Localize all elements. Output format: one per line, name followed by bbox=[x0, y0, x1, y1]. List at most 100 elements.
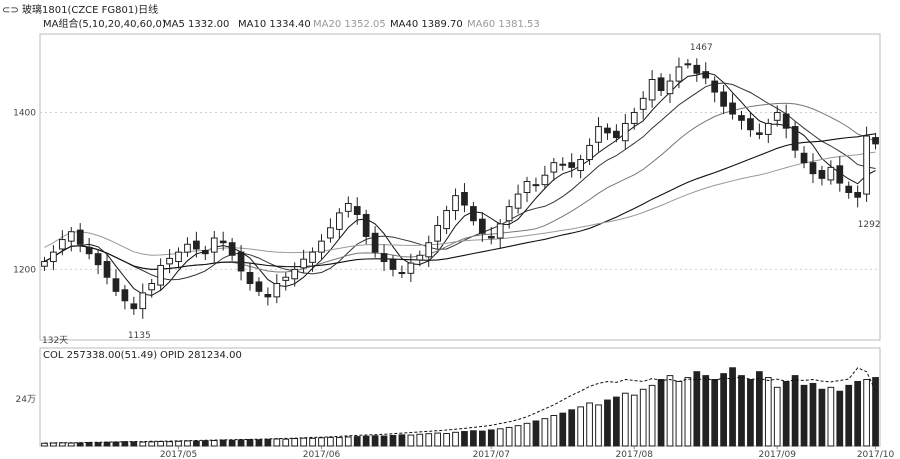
candle-body bbox=[648, 79, 656, 101]
recent-low-annotation: 1292 bbox=[858, 220, 881, 230]
volume-bar bbox=[559, 412, 567, 447]
volume-bar bbox=[50, 442, 57, 447]
volume-y-tick-label: 24万 bbox=[16, 395, 36, 405]
price-panel-frame bbox=[39, 33, 881, 341]
collapse-arrows-icon[interactable]: ⊂⊃ bbox=[2, 5, 19, 16]
volume-bar bbox=[756, 371, 763, 447]
volume-bar bbox=[264, 438, 272, 447]
volume-bar bbox=[344, 436, 352, 447]
volume-bar bbox=[586, 402, 593, 447]
volume-bar bbox=[550, 414, 558, 447]
candle-body bbox=[478, 218, 486, 234]
volume-bar bbox=[577, 406, 584, 447]
candle-body bbox=[443, 210, 450, 230]
ma-params-label: MA组合(5,10,20,40,60,0) bbox=[43, 17, 166, 30]
candle-body bbox=[103, 261, 111, 278]
candle-body bbox=[157, 264, 164, 286]
candle-body bbox=[94, 253, 102, 266]
candle-body bbox=[130, 303, 138, 310]
candle-body bbox=[532, 184, 540, 187]
high-price-annotation: 1467 bbox=[690, 43, 713, 53]
candle-body bbox=[487, 235, 495, 239]
candle-body bbox=[389, 259, 397, 270]
volume-bar bbox=[434, 432, 442, 447]
y-axis: 1200 1400 24万 bbox=[13, 108, 36, 405]
candle-body bbox=[505, 206, 513, 222]
candle-body bbox=[344, 202, 352, 212]
candle-body bbox=[112, 278, 120, 292]
volume-bar bbox=[648, 384, 656, 447]
candle-body bbox=[255, 281, 263, 292]
volume-bar bbox=[210, 440, 218, 447]
volume-bar bbox=[818, 388, 826, 447]
candle-body bbox=[184, 243, 191, 253]
candle-body bbox=[318, 240, 325, 253]
candle-body bbox=[336, 212, 343, 230]
opid-polyline bbox=[44, 367, 876, 444]
candle-body bbox=[41, 261, 48, 267]
volume-bar bbox=[604, 399, 611, 447]
volume-bar bbox=[613, 396, 620, 447]
candle-body bbox=[210, 237, 218, 253]
candle-body bbox=[353, 206, 361, 215]
candle-body bbox=[693, 64, 701, 74]
volume-bar bbox=[67, 442, 75, 447]
candle-body bbox=[845, 185, 853, 193]
x-axis: 2017/05 2017/06 2017/07 2017/08 2017/09 2017/… bbox=[160, 446, 894, 459]
volume-bar bbox=[407, 434, 415, 447]
candle-body bbox=[371, 232, 379, 253]
candle-body bbox=[729, 102, 736, 115]
volume-bar bbox=[76, 442, 84, 447]
volume-bar bbox=[273, 438, 281, 447]
candle-body bbox=[50, 251, 57, 263]
ma-line-ma40 bbox=[44, 133, 876, 270]
volume-bar bbox=[318, 437, 325, 447]
candle-body bbox=[85, 246, 93, 255]
x-tick-label: 2017/05 bbox=[160, 450, 197, 459]
candle-body bbox=[470, 206, 477, 222]
candle-body bbox=[434, 224, 442, 242]
ma10-value: MA10 1334.40 bbox=[238, 19, 311, 30]
volume-bar bbox=[148, 441, 156, 447]
candle-body bbox=[291, 268, 299, 280]
days-count-label: 132天 bbox=[42, 336, 68, 346]
candle-body bbox=[121, 289, 129, 302]
volume-bar bbox=[532, 420, 540, 447]
candle-body bbox=[273, 283, 281, 298]
volume-bar bbox=[702, 375, 710, 447]
ma40-value: MA40 1389.70 bbox=[390, 19, 463, 30]
volume-bar bbox=[58, 442, 66, 447]
volume-bar bbox=[398, 434, 406, 447]
volume-bar bbox=[362, 435, 370, 447]
volume-bar bbox=[416, 433, 424, 447]
candle-body bbox=[586, 144, 593, 161]
volume-bar bbox=[657, 379, 665, 447]
volume-bar bbox=[568, 409, 576, 447]
volume-bar bbox=[854, 380, 862, 447]
volume-bar bbox=[184, 440, 191, 447]
candle-body bbox=[523, 181, 531, 193]
volume-bar bbox=[389, 434, 397, 447]
volume-panel-frame bbox=[39, 347, 881, 447]
candle-body bbox=[58, 239, 66, 250]
y-tick-label: 1400 bbox=[13, 108, 36, 118]
candle-body bbox=[684, 63, 692, 66]
candle-body bbox=[175, 251, 182, 263]
candle-body bbox=[791, 126, 799, 151]
volume-bar bbox=[139, 441, 147, 447]
candle-body bbox=[300, 258, 307, 269]
volume-bar bbox=[675, 380, 683, 447]
volume-bar bbox=[157, 441, 164, 447]
volume-bar bbox=[791, 375, 799, 447]
candle-body bbox=[666, 80, 674, 95]
candle-body bbox=[452, 195, 459, 212]
candle-body bbox=[827, 166, 835, 181]
chart-title: 玻璃1801(CZCE FG801)日线 bbox=[22, 3, 158, 16]
volume-bar bbox=[711, 379, 719, 447]
x-tick-label: 2017/09 bbox=[759, 450, 797, 459]
candle-body bbox=[201, 250, 209, 255]
candle-body bbox=[756, 132, 763, 135]
candlestick-series bbox=[41, 57, 879, 319]
volume-bar bbox=[130, 441, 138, 447]
candle-body bbox=[496, 223, 504, 239]
